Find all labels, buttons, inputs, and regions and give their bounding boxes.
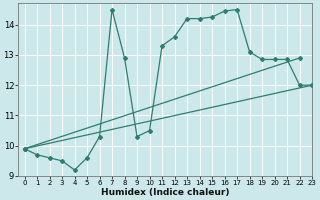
X-axis label: Humidex (Indice chaleur): Humidex (Indice chaleur) (101, 188, 229, 197)
